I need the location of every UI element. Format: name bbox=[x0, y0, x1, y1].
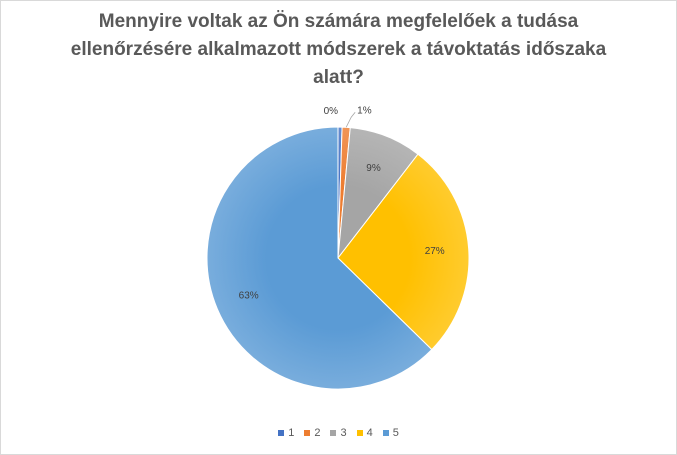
legend-item-1: 1 bbox=[278, 427, 294, 439]
pie-slice-4 bbox=[337, 153, 470, 351]
legend-swatch-4 bbox=[356, 430, 363, 436]
data-label-4: 27% bbox=[425, 246, 445, 257]
data-label-5: 63% bbox=[239, 291, 259, 302]
legend-label-1: 1 bbox=[288, 427, 295, 439]
legend-swatch-5 bbox=[382, 430, 389, 436]
pie-slice-5 bbox=[206, 126, 433, 390]
legend-item-2: 2 bbox=[304, 427, 320, 439]
data-label-3: 9% bbox=[366, 163, 381, 174]
legend-item-3: 3 bbox=[330, 427, 347, 439]
legend-swatch-1 bbox=[278, 430, 285, 436]
leader-line-2 bbox=[345, 112, 356, 128]
legend-swatch-3 bbox=[330, 430, 337, 436]
chart-title-line-2: ellenőrzésére alkalmazott módszerek a tá… bbox=[70, 39, 607, 60]
legend-item-4: 4 bbox=[356, 427, 373, 439]
legend-label-2: 2 bbox=[314, 427, 321, 439]
legend-label-5: 5 bbox=[392, 427, 399, 439]
chart-title-line-3: alatt? bbox=[313, 67, 364, 88]
data-label-2: 1% bbox=[357, 105, 372, 116]
chart-legend: 1 2 3 4 5 bbox=[0, 427, 677, 439]
legend-label-4: 4 bbox=[366, 427, 373, 439]
legend-swatch-2 bbox=[304, 430, 311, 436]
legend-item-5: 5 bbox=[382, 427, 399, 439]
chart-title: Mennyire voltak az Ön számára megfelelőe… bbox=[40, 8, 637, 92]
data-label-1: 0% bbox=[324, 106, 339, 117]
legend-label-3: 3 bbox=[340, 427, 347, 439]
chart-title-line-1: Mennyire voltak az Ön számára megfelelőe… bbox=[98, 11, 579, 32]
